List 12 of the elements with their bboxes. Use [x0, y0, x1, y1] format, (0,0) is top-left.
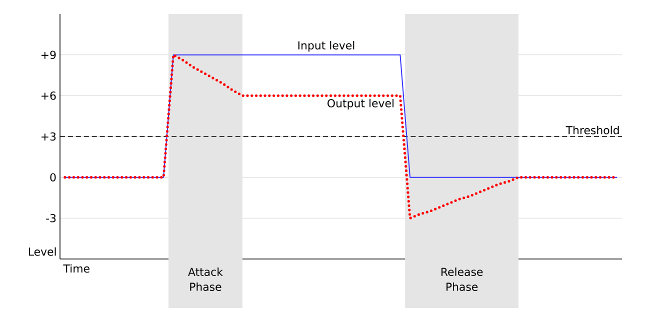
- series-label: Input level: [298, 41, 354, 52]
- text: Attack Phase: [188, 268, 223, 291]
- x-axis-title: Time: [63, 264, 90, 273]
- y-tick-label: +6: [41, 92, 56, 100]
- y-axis-title: Level: [28, 247, 56, 256]
- text: Release Phase: [441, 268, 483, 291]
- y-tick-label: 0: [50, 173, 56, 182]
- y-tick-label: +9: [41, 50, 56, 59]
- y-tick-label: +3: [41, 132, 56, 141]
- series-label: Output level: [328, 98, 394, 110]
- ref-line-label: Threshold: [566, 126, 619, 134]
- y-tick-label: -3: [46, 214, 56, 222]
